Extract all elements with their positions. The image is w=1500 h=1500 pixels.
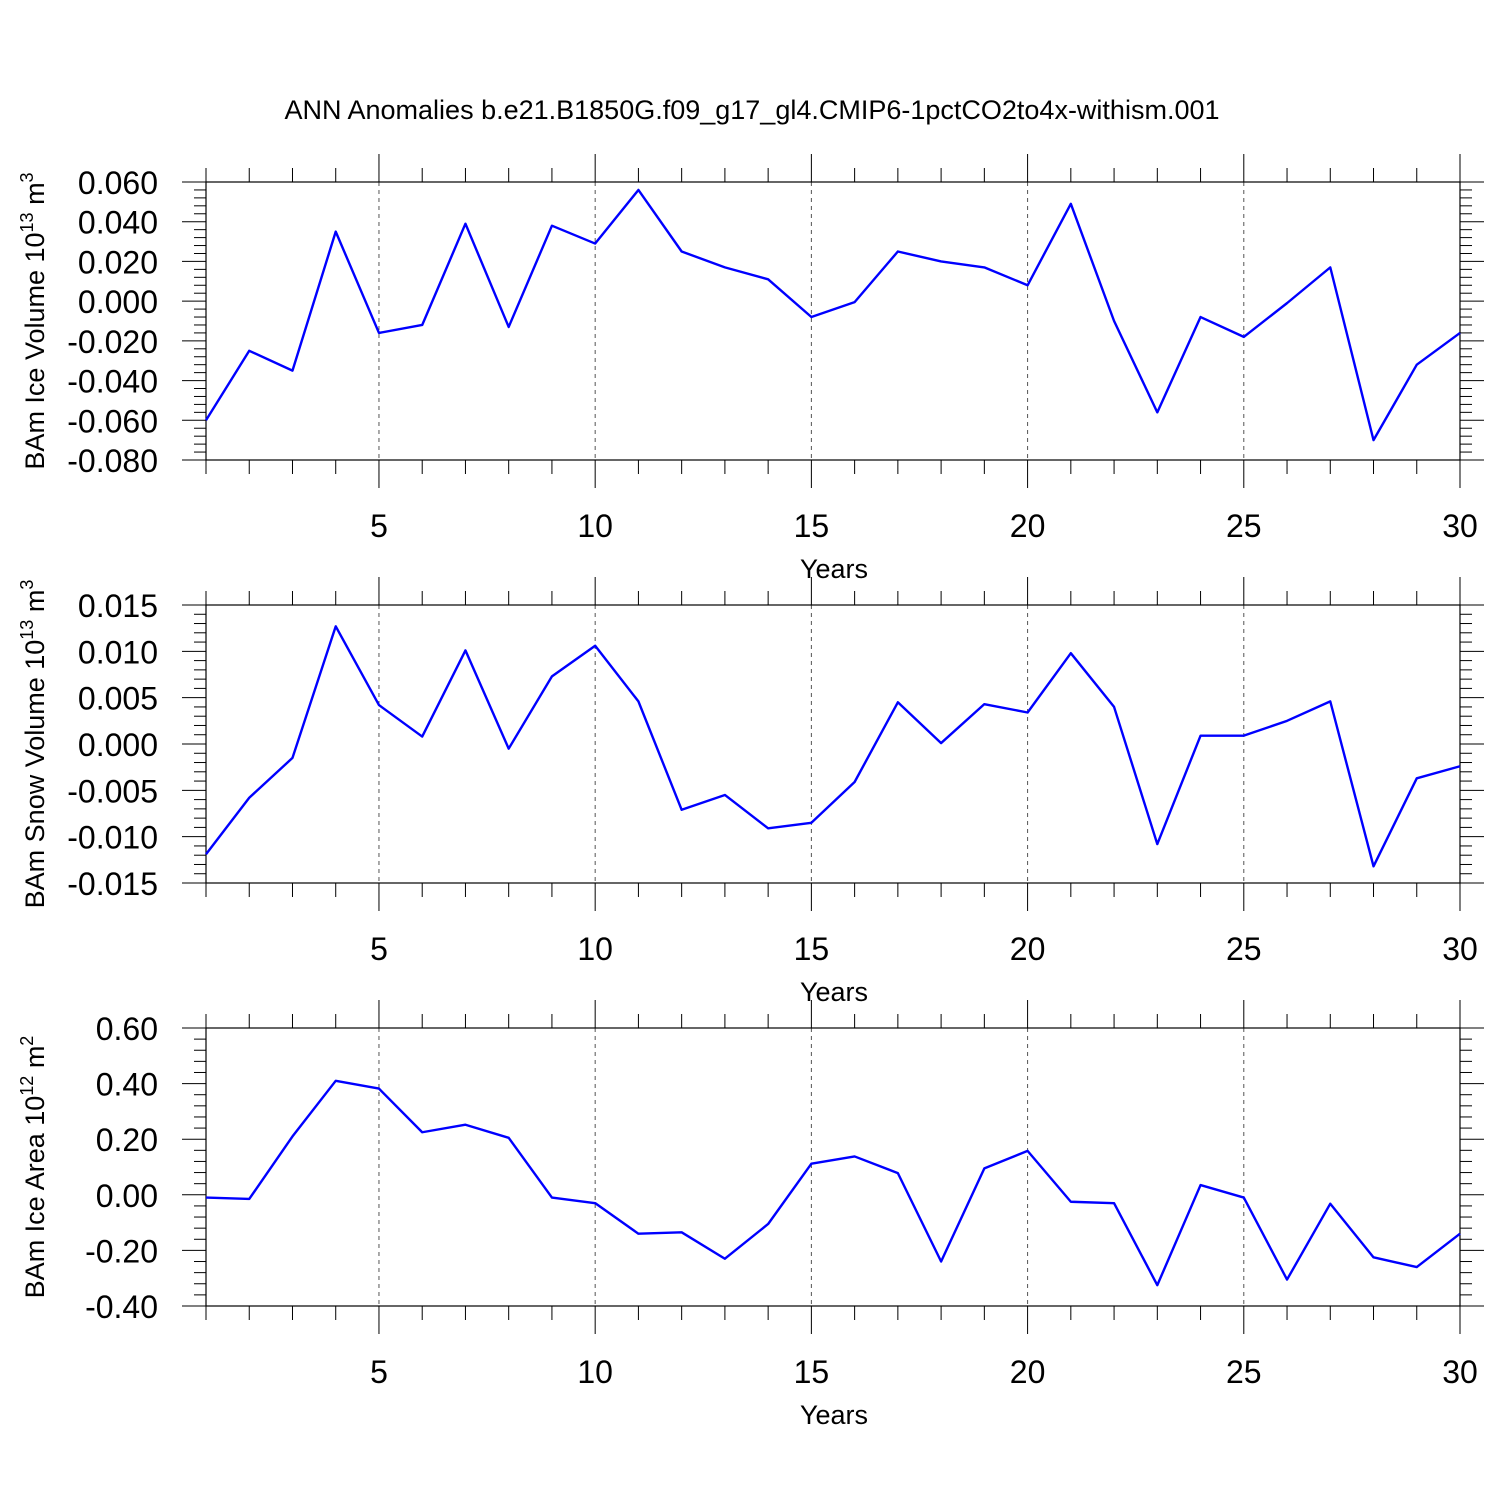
y-tick-label: -0.040	[67, 364, 158, 400]
y-axis-title-superscript: 13	[17, 620, 37, 640]
y-tick-label: -0.010	[67, 820, 158, 856]
x-tick-label: 10	[577, 508, 613, 544]
plot-frame	[205, 604, 1461, 884]
series-line	[204, 188, 1461, 442]
x-tick-label: 20	[1010, 931, 1046, 967]
x-tick-label: 30	[1442, 508, 1478, 544]
y-tick-label: 0.005	[78, 681, 158, 717]
y-tick-label: -0.020	[67, 324, 158, 360]
y-tick-label: 0.010	[78, 634, 158, 670]
y-tick-label: 0.040	[78, 205, 158, 241]
y-axis-title-superscript: 2	[17, 1036, 37, 1046]
y-axis-title-part: BAm Ice Area 10	[20, 1096, 50, 1299]
x-tick-label: 10	[577, 1354, 613, 1390]
x-tick-label: 5	[370, 1354, 388, 1390]
y-tick-label: 0.20	[96, 1122, 158, 1158]
y-tick-label: -0.060	[67, 403, 158, 439]
x-tick-label: 30	[1442, 931, 1478, 967]
y-axis-title-part: BAm Ice Volume 10	[20, 232, 50, 469]
y-tick-label: -0.080	[67, 443, 158, 479]
y-tick-label: -0.005	[67, 773, 158, 809]
y-tick-label: 0.40	[96, 1067, 158, 1103]
y-tick-label: 0.000	[78, 284, 158, 320]
y-tick-label: 0.60	[96, 1011, 158, 1047]
y-tick-label: -0.20	[85, 1233, 158, 1269]
x-tick-label: 10	[577, 931, 613, 967]
x-tick-label: 25	[1226, 931, 1262, 967]
y-tick-label: 0.020	[78, 244, 158, 280]
y-tick-label: 0.000	[78, 727, 158, 763]
chart-panel-3: 0.60 0.40 0.20 0.00 -0.20 -0.40 5 10 15 20 25 30 Yea…	[17, 1000, 1484, 1430]
y-tick-label: 0.00	[96, 1178, 158, 1214]
y-axis-title-superscript: 12	[17, 1076, 37, 1096]
y-axis-title-superscript: 3	[17, 172, 37, 182]
y-axis-title: BAm Snow Volume 1013​ m3​	[17, 580, 50, 909]
plot-frame	[205, 1027, 1461, 1307]
plot-frame	[205, 181, 1461, 461]
x-tick-label: 20	[1010, 1354, 1046, 1390]
series-line	[205, 625, 1461, 868]
y-axis-title-superscript: 13	[17, 212, 37, 232]
y-axis-title: BAm Ice Volume 1013​ m3​	[17, 172, 50, 469]
y-axis-title-part: m	[20, 590, 50, 620]
y-tick-label: -0.40	[85, 1289, 158, 1325]
y-axis-title: BAm Ice Area 1012​ m2​	[17, 1036, 50, 1299]
x-axis-title: Years	[800, 554, 868, 584]
y-axis-title-part: m	[20, 182, 50, 212]
y-axis-title-superscript: 3	[17, 580, 37, 590]
figure-title: ANN Anomalies b.e21.B1850G.f09_g17_gl4.C…	[284, 95, 1219, 125]
x-tick-label: 5	[370, 508, 388, 544]
x-tick-label: 15	[794, 931, 830, 967]
series-line	[205, 1079, 1461, 1287]
x-tick-label: 15	[794, 1354, 830, 1390]
y-tick-label: 0.015	[78, 588, 158, 624]
y-axis-title-part: BAm Snow Volume 10	[20, 640, 50, 909]
y-axis-title-part: m	[20, 1046, 50, 1076]
x-tick-label: 30	[1442, 1354, 1478, 1390]
x-tick-label: 25	[1226, 1354, 1262, 1390]
y-tick-label: 0.060	[78, 165, 158, 201]
x-axis-title: Years	[800, 1400, 868, 1430]
x-tick-label: 25	[1226, 508, 1262, 544]
x-tick-label: 20	[1010, 508, 1046, 544]
x-tick-label: 5	[370, 931, 388, 967]
x-tick-label: 15	[794, 508, 830, 544]
x-axis-title: Years	[800, 977, 868, 1007]
y-tick-label: -0.015	[67, 866, 158, 902]
chart-panel-2: 0.015 0.010 0.005 0.000 -0.005 -0.010 -0.015 5 1…	[17, 577, 1484, 1007]
